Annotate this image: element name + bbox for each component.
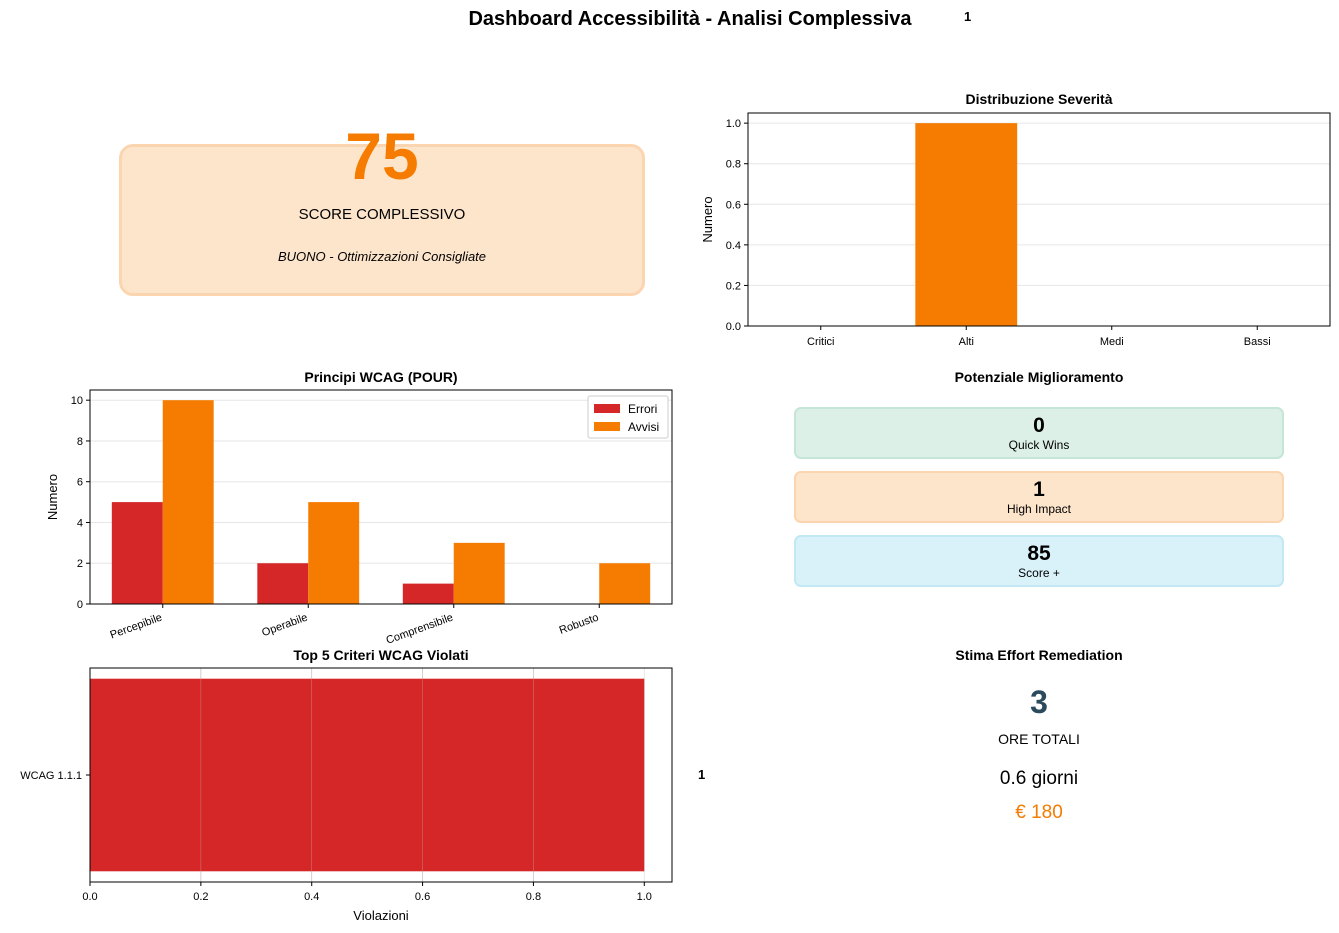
bar <box>402 583 454 604</box>
bar <box>308 502 360 604</box>
improvement-card-value: 1 <box>1033 478 1045 501</box>
x-tick-label: Robusto <box>558 612 601 637</box>
bar <box>90 678 645 872</box>
y-tick-label: 0.8 <box>726 159 741 171</box>
improvement-card-label: Quick Wins <box>1008 438 1070 452</box>
y-tick-label: 6 <box>77 477 83 489</box>
x-tick-label: 0.2 <box>193 891 208 903</box>
y-tick-label: 10 <box>71 395 83 407</box>
y-tick-label: 4 <box>77 517 83 529</box>
severity-chart-title: Distribuzione Severità <box>965 91 1113 107</box>
x-tick-label: Percepibile <box>109 612 164 642</box>
top5-value-label: 1 <box>698 767 706 782</box>
bar <box>453 542 505 604</box>
bar <box>257 563 309 604</box>
bar <box>162 400 214 604</box>
y-tick-label: WCAG 1.1.1 <box>20 770 82 782</box>
y-tick-label: 0.6 <box>726 199 741 211</box>
improvement-card-label: Score + <box>1018 566 1060 580</box>
score-box <box>119 144 645 296</box>
bar <box>915 123 1018 327</box>
y-tick-label: 2 <box>77 558 83 570</box>
dashboard-title: Dashboard Accessibilità - Analisi Comple… <box>468 8 912 30</box>
x-tick-label: Alti <box>959 336 974 348</box>
x-tick-label: 0.4 <box>304 891 319 903</box>
y-tick-label: 1.0 <box>726 118 741 130</box>
title-note: 1 <box>964 9 972 24</box>
effort-hours-label: ORE TOTALI <box>998 731 1080 747</box>
x-tick-label: 0.0 <box>82 891 97 903</box>
y-tick-label: 0.0 <box>726 321 741 333</box>
score-rating: BUONO - Ottimizzazioni Consigliate <box>277 249 487 264</box>
y-axis-label: Numero <box>45 474 60 520</box>
legend-label: Errori <box>628 402 657 416</box>
legend-label: Avvisi <box>628 420 659 434</box>
improvement-card-value: 0 <box>1033 414 1045 437</box>
effort-cost: € 180 <box>1015 802 1063 823</box>
improvement-card <box>794 471 1284 523</box>
plot-frame <box>89 389 673 605</box>
y-tick-label: 0.2 <box>726 280 741 292</box>
improvement-card-value: 85 <box>1027 542 1051 565</box>
improvement-card-label: High Impact <box>1006 502 1072 516</box>
x-axis-label: Violazioni <box>353 908 409 923</box>
x-tick-label: Comprensibile <box>385 612 455 647</box>
improvement-title: Potenziale Miglioramento <box>954 369 1124 385</box>
effort-days: 0.6 giorni <box>999 768 1079 789</box>
legend-swatch <box>594 404 620 413</box>
y-tick-label: 8 <box>77 436 83 448</box>
x-tick-label: Bassi <box>1244 336 1271 348</box>
x-tick-label: 0.6 <box>415 891 430 903</box>
x-tick-label: Critici <box>807 336 835 348</box>
score-value: 75 <box>345 119 419 193</box>
effort-title: Stima Effort Remediation <box>955 647 1123 663</box>
x-tick-label: Operabile <box>260 612 309 640</box>
plot-frame <box>747 112 1331 327</box>
pour-chart-title: Principi WCAG (POUR) <box>304 369 458 385</box>
y-tick-label: 0.4 <box>726 240 741 252</box>
x-tick-label: 0.8 <box>526 891 541 903</box>
y-tick-label: 0 <box>77 599 83 611</box>
score-label: SCORE COMPLESSIVO <box>298 206 466 223</box>
legend-swatch <box>594 422 620 431</box>
x-tick-label: Medi <box>1100 336 1124 348</box>
bar <box>599 563 651 604</box>
effort-hours: 3 <box>1030 684 1048 720</box>
y-axis-label: Numero <box>700 196 715 242</box>
top5-chart-title: Top 5 Criteri WCAG Violati <box>293 647 469 663</box>
improvement-card <box>794 407 1284 459</box>
x-tick-label: 1.0 <box>637 891 652 903</box>
improvement-card <box>794 535 1284 587</box>
bar <box>111 502 163 604</box>
